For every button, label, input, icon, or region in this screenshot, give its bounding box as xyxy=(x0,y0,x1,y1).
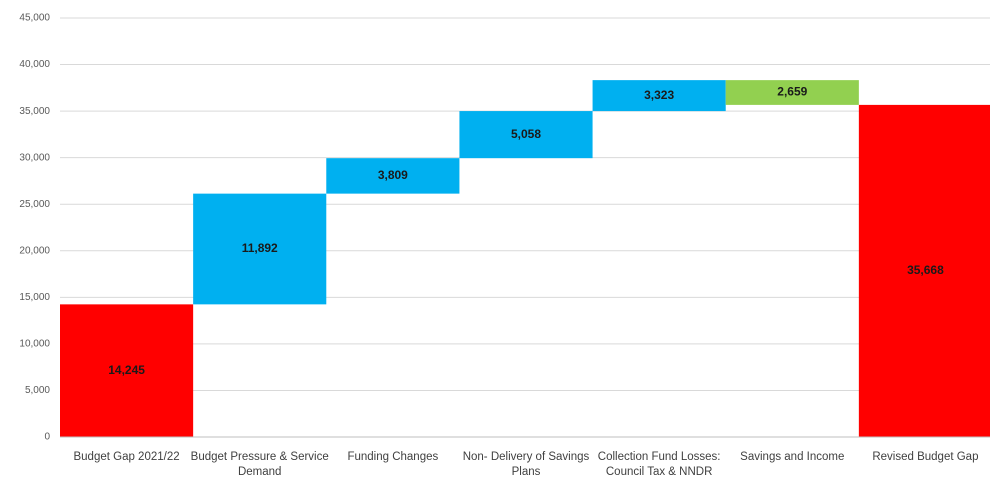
bar xyxy=(592,80,726,112)
x-tick-label: Funding Changes xyxy=(347,451,439,463)
y-tick-label: 45,000 xyxy=(19,13,50,24)
bar xyxy=(725,80,859,105)
bar xyxy=(459,111,593,159)
y-tick-label: 5,000 xyxy=(25,385,50,396)
value-label: 2,659 xyxy=(777,85,807,99)
y-tick-label: 10,000 xyxy=(19,339,50,350)
y-tick-label: 35,000 xyxy=(19,106,50,117)
bar xyxy=(60,304,194,437)
y-tick-label: 0 xyxy=(44,432,50,443)
y-tick-label: 20,000 xyxy=(19,245,50,256)
x-tick-label: Budget Pressure & Service Demand xyxy=(190,451,329,478)
value-label: 35,668 xyxy=(907,263,944,277)
value-label: 5,058 xyxy=(511,127,541,141)
value-label: 14,245 xyxy=(108,363,145,377)
x-tick-label: Collection Fund Losses: Council Tax & NN… xyxy=(597,451,721,478)
bar xyxy=(326,158,460,194)
bar xyxy=(858,104,990,437)
value-label: 3,809 xyxy=(378,168,408,182)
y-tick-label: 15,000 xyxy=(19,292,50,303)
value-label: 3,323 xyxy=(644,88,674,102)
y-tick-label: 40,000 xyxy=(19,59,50,70)
x-tick-label: Revised Budget Gap xyxy=(872,451,979,463)
y-tick-label: 25,000 xyxy=(19,199,50,210)
y-tick-label: 30,000 xyxy=(19,152,50,163)
x-tick-label: Non- Delivery of Savings Plans xyxy=(462,451,590,478)
x-tick-label: Budget Gap 2021/22 xyxy=(73,451,180,463)
bar xyxy=(193,193,327,305)
value-label: 11,892 xyxy=(242,241,278,255)
x-tick-label: Savings and Income xyxy=(740,451,845,463)
